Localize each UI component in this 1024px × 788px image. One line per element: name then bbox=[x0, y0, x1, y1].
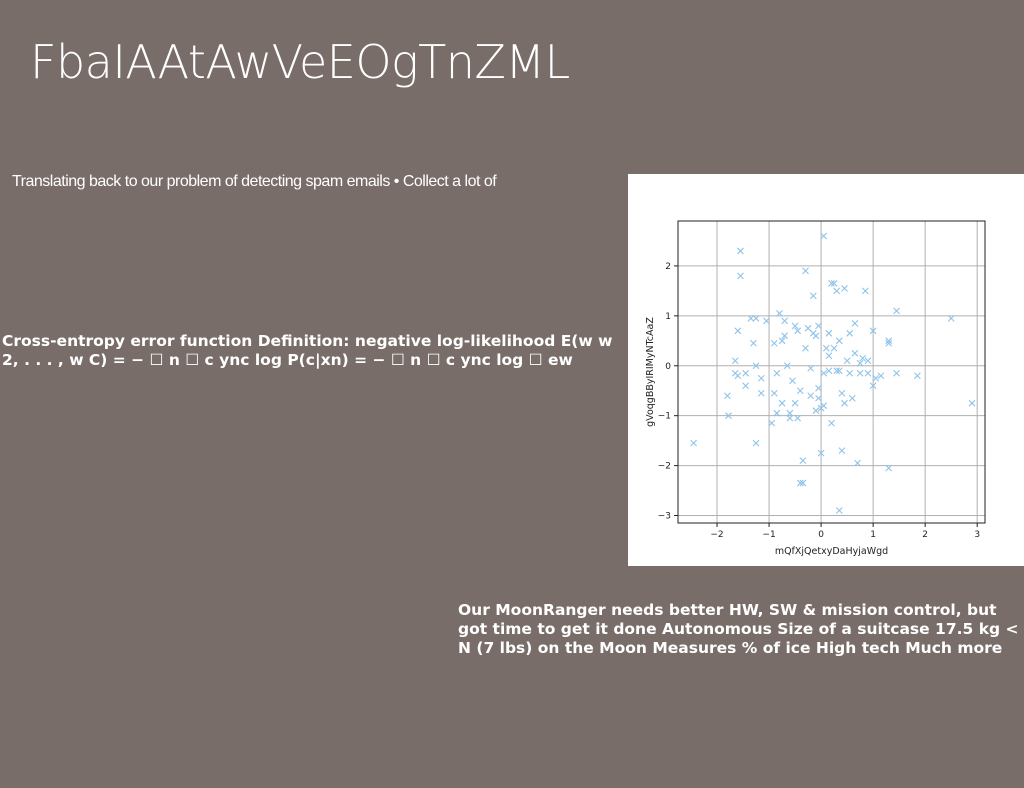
data-point bbox=[792, 400, 798, 406]
data-point bbox=[797, 388, 803, 394]
x-tick-label: −2 bbox=[710, 530, 723, 540]
data-point bbox=[815, 323, 821, 329]
y-axis-label: gVoqgBByIRIMyNTcAaZ bbox=[645, 317, 656, 427]
data-point bbox=[815, 385, 821, 391]
data-point bbox=[821, 233, 827, 239]
x-tick-label: 2 bbox=[922, 530, 928, 540]
data-point bbox=[782, 318, 788, 324]
y-tick-label: 1 bbox=[665, 312, 671, 322]
data-point bbox=[842, 285, 848, 291]
data-point bbox=[737, 273, 743, 279]
x-tick-label: 0 bbox=[818, 530, 824, 540]
data-point bbox=[839, 448, 845, 454]
data-point bbox=[735, 328, 741, 334]
data-point bbox=[737, 248, 743, 254]
data-point bbox=[821, 403, 827, 409]
data-point bbox=[836, 338, 842, 344]
data-point bbox=[852, 350, 858, 356]
data-point bbox=[758, 375, 764, 381]
data-point bbox=[743, 383, 749, 389]
data-point bbox=[852, 320, 858, 326]
data-point bbox=[857, 370, 863, 376]
data-point bbox=[894, 308, 900, 314]
x-axis-label: mQfXjQetxyDaHyjaWgd bbox=[775, 546, 888, 557]
data-point bbox=[691, 440, 697, 446]
slide-title: FbaIAAtAwVeEOgTnZML bbox=[30, 33, 570, 91]
data-point bbox=[826, 330, 832, 336]
x-tick-label: 3 bbox=[974, 530, 980, 540]
data-point bbox=[771, 340, 777, 346]
data-point bbox=[758, 390, 764, 396]
moonranger-text: Our MoonRanger needs better HW, SW & mis… bbox=[458, 601, 1024, 658]
data-point bbox=[831, 345, 837, 351]
data-point bbox=[849, 395, 855, 401]
data-point bbox=[836, 508, 842, 514]
y-tick-label: −1 bbox=[658, 412, 671, 422]
data-point bbox=[808, 393, 814, 399]
data-points bbox=[691, 233, 975, 514]
chart-grid bbox=[678, 221, 985, 523]
data-point bbox=[844, 358, 850, 364]
data-point bbox=[753, 440, 759, 446]
data-point bbox=[735, 373, 741, 379]
intro-text: Translating back to our problem of detec… bbox=[12, 172, 612, 192]
data-point bbox=[826, 353, 832, 359]
data-point bbox=[847, 330, 853, 336]
data-point bbox=[771, 390, 777, 396]
data-point bbox=[839, 390, 845, 396]
data-point bbox=[834, 288, 840, 294]
data-point bbox=[789, 378, 795, 384]
data-point bbox=[862, 288, 868, 294]
cross-entropy-text: Cross-entropy error function Definition:… bbox=[2, 332, 622, 370]
data-point bbox=[815, 395, 821, 401]
x-tick-label: 1 bbox=[870, 530, 876, 540]
data-point bbox=[750, 340, 756, 346]
data-point bbox=[769, 420, 775, 426]
data-point bbox=[894, 370, 900, 376]
data-point bbox=[847, 370, 853, 376]
data-point bbox=[865, 370, 871, 376]
y-tick-label: −2 bbox=[658, 462, 671, 472]
data-point bbox=[823, 345, 829, 351]
data-point bbox=[969, 400, 975, 406]
data-point bbox=[810, 293, 816, 299]
data-point bbox=[914, 373, 920, 379]
scatter-plot-svg: −2 −1 0 1 2 3 2 1 0 −1 −2 −3 mQfXjQetxyDaHyjaWgd gV… bbox=[628, 174, 1024, 566]
y-tick-label: 0 bbox=[665, 362, 671, 372]
data-point bbox=[800, 458, 806, 464]
axis-ticks: −2 −1 0 1 2 3 2 1 0 −1 −2 −3 bbox=[658, 262, 980, 540]
y-tick-label: 2 bbox=[665, 262, 671, 272]
data-point bbox=[802, 268, 808, 274]
data-point bbox=[774, 370, 780, 376]
data-point bbox=[763, 318, 769, 324]
scatter-chart: −2 −1 0 1 2 3 2 1 0 −1 −2 −3 mQfXjQetxyDaHyjaWgd gV… bbox=[628, 174, 1024, 566]
data-point bbox=[829, 420, 835, 426]
x-tick-label: −1 bbox=[762, 530, 775, 540]
y-tick-label: −3 bbox=[658, 512, 671, 522]
data-point bbox=[724, 393, 730, 399]
data-point bbox=[743, 370, 749, 376]
data-point bbox=[779, 400, 785, 406]
data-point bbox=[813, 333, 819, 339]
data-point bbox=[842, 400, 848, 406]
data-point bbox=[802, 345, 808, 351]
data-point bbox=[732, 358, 738, 364]
